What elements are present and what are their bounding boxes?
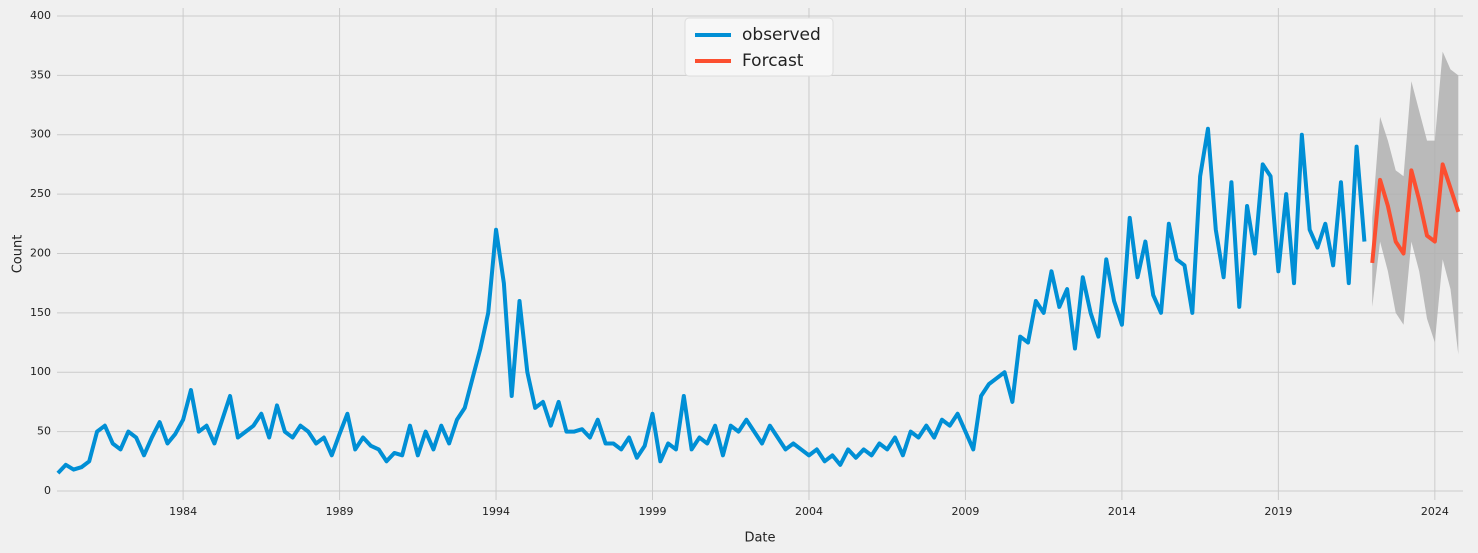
y-tick-label: 300 xyxy=(30,128,51,141)
y-tick-label: 250 xyxy=(30,187,51,200)
x-tick-label: 2009 xyxy=(951,505,979,518)
x-axis-label: Date xyxy=(744,531,775,546)
x-tick-label: 2024 xyxy=(1421,505,1449,518)
y-tick-label: 350 xyxy=(30,68,51,81)
x-tick-label: 1999 xyxy=(639,505,667,518)
marks xyxy=(56,51,1461,475)
y-tick-label: 50 xyxy=(37,425,51,438)
y-tick-label: 400 xyxy=(30,9,51,22)
y-axis-label: Count xyxy=(11,235,26,274)
legend: observed Forcast xyxy=(684,17,834,77)
x-tick-label: 2014 xyxy=(1108,505,1136,518)
legend-label: observed xyxy=(742,25,821,45)
y-tick-label: 150 xyxy=(30,306,51,319)
y-tick-label: 100 xyxy=(30,365,51,378)
confidence-band xyxy=(1372,51,1459,355)
series-line xyxy=(1370,162,1461,264)
x-tick-label: 1989 xyxy=(326,505,354,518)
x-tick-label: 2019 xyxy=(1264,505,1292,518)
y-tick-label: 200 xyxy=(30,246,51,259)
y-tick-label: 0 xyxy=(44,484,51,497)
x-tick-label: 1984 xyxy=(169,505,197,518)
x-tick-label: 2004 xyxy=(795,505,823,518)
legend-label: Forcast xyxy=(742,51,804,71)
series-line xyxy=(56,126,1367,475)
x-tick-label: 1994 xyxy=(482,505,510,518)
